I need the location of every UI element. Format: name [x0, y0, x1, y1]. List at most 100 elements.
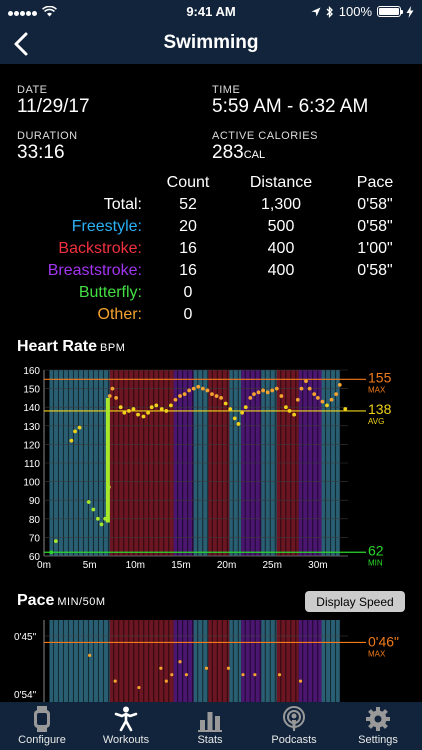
x-tick-label: 10m: [126, 560, 145, 571]
hr-point: [159, 407, 164, 411]
hr-point: [329, 397, 334, 402]
breaststroke-interval: [298, 620, 322, 702]
calories-label: ACTIVE CALORIES: [212, 130, 318, 142]
x-tick-label: 25m: [263, 560, 282, 571]
freestyle-interval: [229, 620, 242, 702]
freestyle-label: Freestyle:: [71, 218, 142, 235]
y-tick-label: 140: [23, 403, 40, 414]
pace-point: [241, 673, 245, 677]
hr-point: [337, 382, 342, 387]
runner-icon: [114, 706, 138, 732]
duration-label: DURATION: [17, 130, 78, 142]
max-label: MAX: [368, 385, 386, 394]
y-tick-label: 70: [29, 533, 41, 544]
hr-point: [110, 386, 115, 391]
hr-point: [315, 396, 320, 400]
duration-value: 33:16: [17, 142, 65, 163]
calories-unit: CAL: [243, 149, 266, 161]
heart-rate-unit: BPM: [100, 342, 126, 354]
time-label: TIME: [212, 84, 241, 96]
status-time: 9:41 AM: [186, 4, 236, 19]
min-label: MIN: [368, 558, 383, 567]
hr-point: [256, 390, 261, 395]
y-tick-label: 80: [29, 515, 41, 526]
freestyle-interval: [261, 620, 277, 702]
max-value: 155: [368, 369, 392, 385]
backstroke-label: Backstroke:: [58, 240, 142, 257]
hr-point: [164, 409, 169, 413]
tab-settings[interactable]: Settings: [336, 702, 420, 750]
hr-point: [173, 397, 178, 402]
hr-point: [178, 394, 182, 398]
tab-podcasts[interactable]: Podcasts: [252, 702, 336, 750]
hr-point: [304, 379, 308, 384]
pace-max-value: 0'46": [368, 633, 399, 649]
tab-stats[interactable]: Stats: [168, 702, 252, 750]
hr-point: [69, 438, 74, 443]
tab-workouts[interactable]: Workouts: [84, 702, 168, 750]
pace-point: [137, 685, 141, 690]
podcast-icon: [283, 706, 305, 731]
freestyle-pace: 0'58": [357, 218, 393, 235]
pace-max-label: MAX: [368, 649, 386, 658]
pace-point: [113, 679, 117, 683]
hr-point: [122, 410, 127, 415]
hr-point: [118, 405, 123, 410]
page-title: Swimming: [163, 32, 259, 53]
hr-point: [307, 386, 312, 391]
hr-point: [325, 403, 329, 408]
bluetooth-icon: [326, 5, 333, 18]
tab-configure[interactable]: Configure: [0, 702, 84, 750]
bar-chart-icon: [198, 712, 222, 732]
hr-point: [274, 386, 279, 391]
column-header-pace: Pace: [356, 174, 394, 191]
hr-spike-bar: [105, 397, 110, 523]
pace-point: [88, 653, 92, 657]
pace-point: [178, 660, 182, 664]
freestyle-count: 20: [179, 218, 197, 235]
hr-point: [187, 388, 192, 393]
hr-point: [182, 392, 187, 397]
y-tick-label: 160: [23, 366, 40, 377]
back-chevron-icon[interactable]: [10, 30, 34, 58]
hr-point: [279, 394, 284, 398]
calories-number: 283: [212, 142, 244, 163]
charging-bolt-icon: [406, 5, 414, 18]
hr-point: [191, 386, 196, 391]
y-tick-label: 0'54": [14, 690, 37, 701]
butterfly-label: Butterfly:: [78, 284, 142, 301]
hr-point: [214, 394, 219, 398]
battery-percent: 100%: [338, 4, 372, 19]
display-speed-button[interactable]: Display Speed: [305, 591, 405, 612]
pace-unit: MIN/50M: [57, 596, 106, 608]
hr-point: [232, 416, 237, 421]
hr-point: [243, 405, 248, 410]
hr-point: [236, 422, 241, 426]
hr-point: [219, 396, 224, 400]
hr-point: [284, 405, 288, 410]
wifi-icon: [42, 6, 57, 17]
hr-point: [248, 396, 253, 400]
hr-point: [91, 507, 96, 512]
hr-point: [73, 429, 77, 434]
freestyle-interval: [49, 620, 110, 702]
hr-point: [261, 388, 265, 393]
pace-title-text: Pace: [17, 592, 55, 609]
hr-point: [127, 409, 131, 413]
column-header-distance: Distance: [249, 174, 313, 191]
hr-point: [228, 407, 233, 411]
hr-point: [136, 412, 140, 417]
hr-point: [141, 414, 146, 419]
hr-point: [86, 500, 91, 504]
battery-icon: [377, 6, 403, 17]
x-tick-label: 30m: [308, 560, 327, 571]
heart-rate-title: Heart Rate BPM: [17, 338, 125, 356]
avg-label: AVG: [368, 417, 384, 426]
hr-point: [205, 388, 210, 393]
y-tick-label: 120: [23, 440, 40, 451]
hr-point: [95, 516, 100, 521]
location-arrow-icon: [311, 7, 321, 16]
backstroke-interval: [276, 620, 299, 702]
hr-point: [292, 412, 297, 417]
hr-point: [53, 539, 58, 544]
